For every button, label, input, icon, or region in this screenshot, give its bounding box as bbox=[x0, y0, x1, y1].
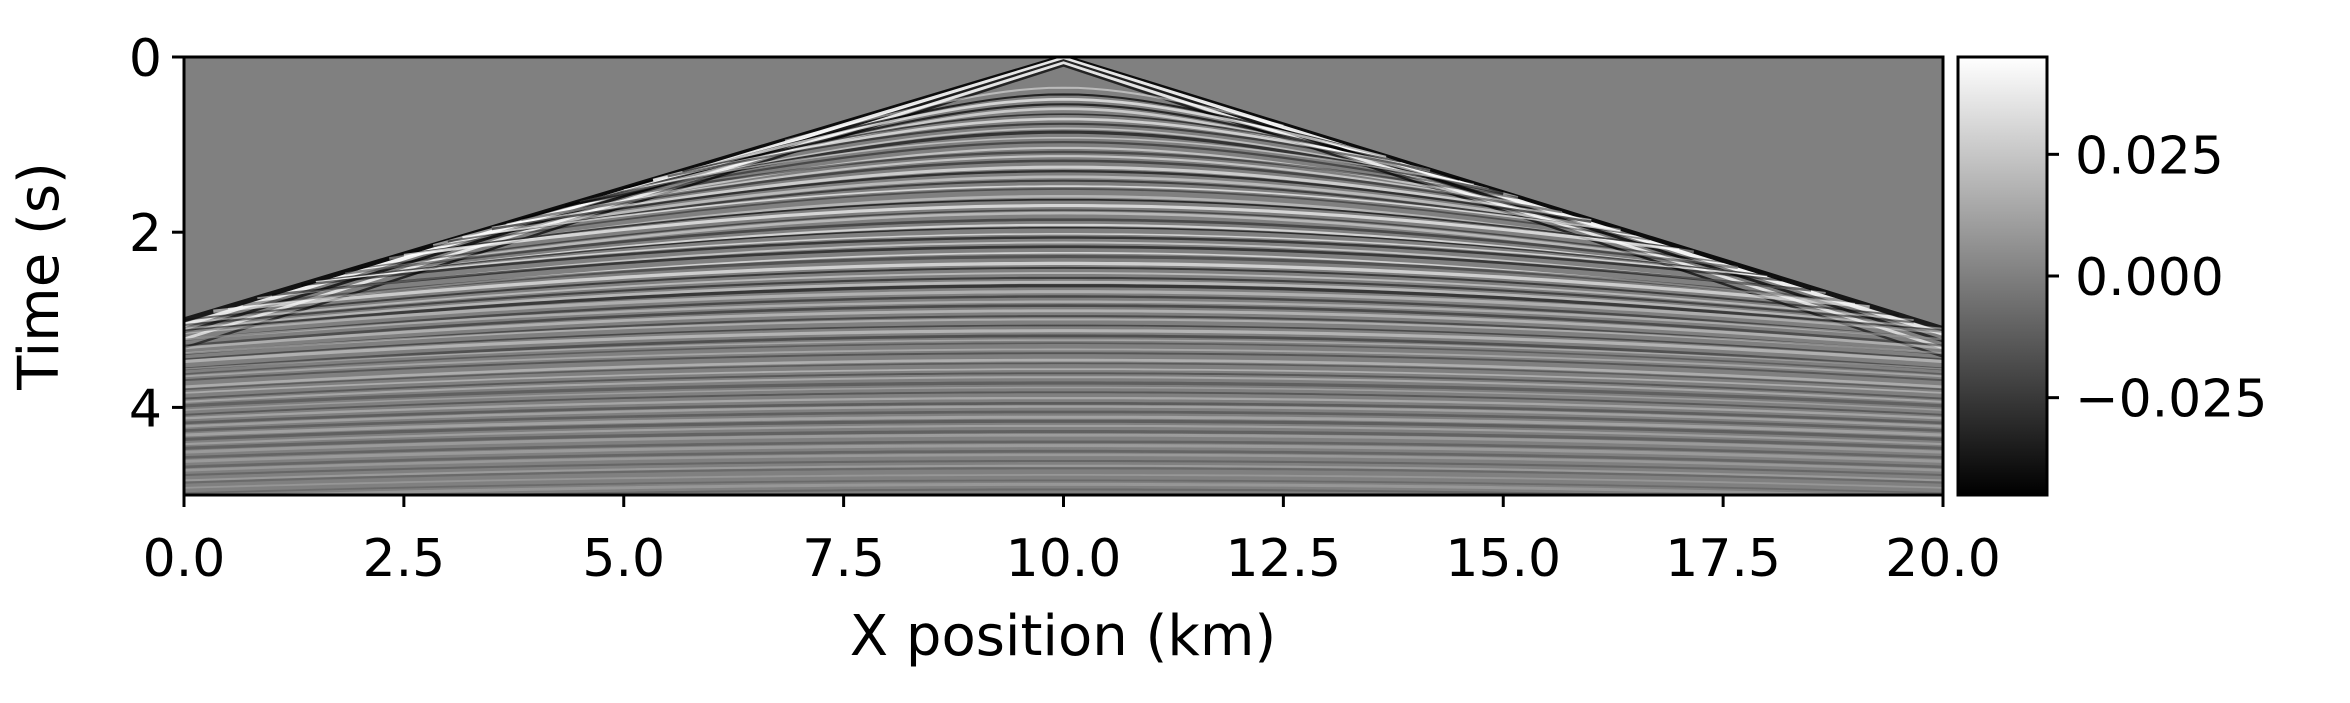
x-tick-label: 0.0 bbox=[143, 529, 226, 589]
y-axis: 0 2 4 bbox=[129, 29, 184, 439]
x-tick-label: 12.5 bbox=[1225, 529, 1341, 589]
x-tick-label: 7.5 bbox=[802, 529, 885, 589]
reflection-event bbox=[315, 226, 1768, 282]
reflection-event bbox=[564, 130, 1504, 208]
reflection-event bbox=[359, 209, 1724, 270]
reflection-event bbox=[652, 97, 1387, 182]
reflection-event bbox=[315, 223, 1768, 283]
reflection-event bbox=[520, 103, 1460, 221]
x-tick-label: 15.0 bbox=[1445, 529, 1561, 589]
reflection-event bbox=[315, 233, 1768, 283]
reflection-event bbox=[579, 127, 1489, 203]
reflection-event bbox=[462, 185, 1621, 239]
reflection-event bbox=[652, 117, 1431, 182]
reflection-event bbox=[579, 150, 1519, 205]
y-tick-label: 2 bbox=[129, 204, 162, 264]
x-tick-label: 2.5 bbox=[363, 529, 446, 589]
reflection-event bbox=[462, 175, 1621, 239]
reflection-event bbox=[667, 122, 1431, 178]
reflection-event bbox=[345, 218, 1738, 275]
reflection-event bbox=[520, 159, 1563, 221]
direct-arrival-event bbox=[184, 64, 1943, 358]
colorbar-tick-label: −0.025 bbox=[2075, 370, 2267, 430]
deep-attenuation-overlay bbox=[184, 267, 1943, 495]
y-tick-label: 4 bbox=[129, 379, 162, 439]
x-tick-label: 10.0 bbox=[1006, 529, 1122, 589]
reflection-event bbox=[403, 204, 1680, 257]
reflection-event bbox=[301, 236, 1782, 287]
reflection-event bbox=[506, 146, 1563, 226]
colorbar-tick-label: 0.025 bbox=[2075, 126, 2224, 186]
reflection-event bbox=[345, 211, 1738, 275]
plot-area bbox=[182, 55, 1945, 497]
reflection-event bbox=[784, 86, 1284, 142]
colorbar-gradient bbox=[1958, 57, 2047, 495]
x-tick-label: 20.0 bbox=[1885, 529, 2001, 589]
reflection-event bbox=[491, 169, 1592, 231]
reflection-event bbox=[403, 198, 1680, 256]
reflection-event bbox=[579, 140, 1504, 205]
x-tick-label: 5.0 bbox=[582, 529, 665, 589]
reflection-event bbox=[623, 136, 1475, 191]
seismic-wavefield bbox=[184, 57, 1943, 495]
reflection-event bbox=[447, 179, 1636, 243]
y-tick-label: 0 bbox=[129, 29, 162, 89]
reflection-event bbox=[433, 188, 1650, 248]
colorbar: 0.025 0.000 −0.025 bbox=[1956, 55, 2267, 497]
x-tick-label: 17.5 bbox=[1665, 529, 1781, 589]
colorbar-tick-label: 0.000 bbox=[2075, 248, 2224, 308]
colorbar-ticks: 0.025 0.000 −0.025 bbox=[2047, 126, 2267, 430]
x-axis: 0.0 2.5 5.0 7.5 10.0 12.5 15.0 17.5 20.0 bbox=[143, 495, 2001, 589]
x-axis-label: X position (km) bbox=[850, 604, 1276, 669]
reflection-event bbox=[520, 155, 1563, 222]
reflection-event bbox=[682, 113, 1401, 173]
reflection-event bbox=[491, 165, 1592, 230]
y-axis-label: Time (s) bbox=[7, 162, 72, 391]
